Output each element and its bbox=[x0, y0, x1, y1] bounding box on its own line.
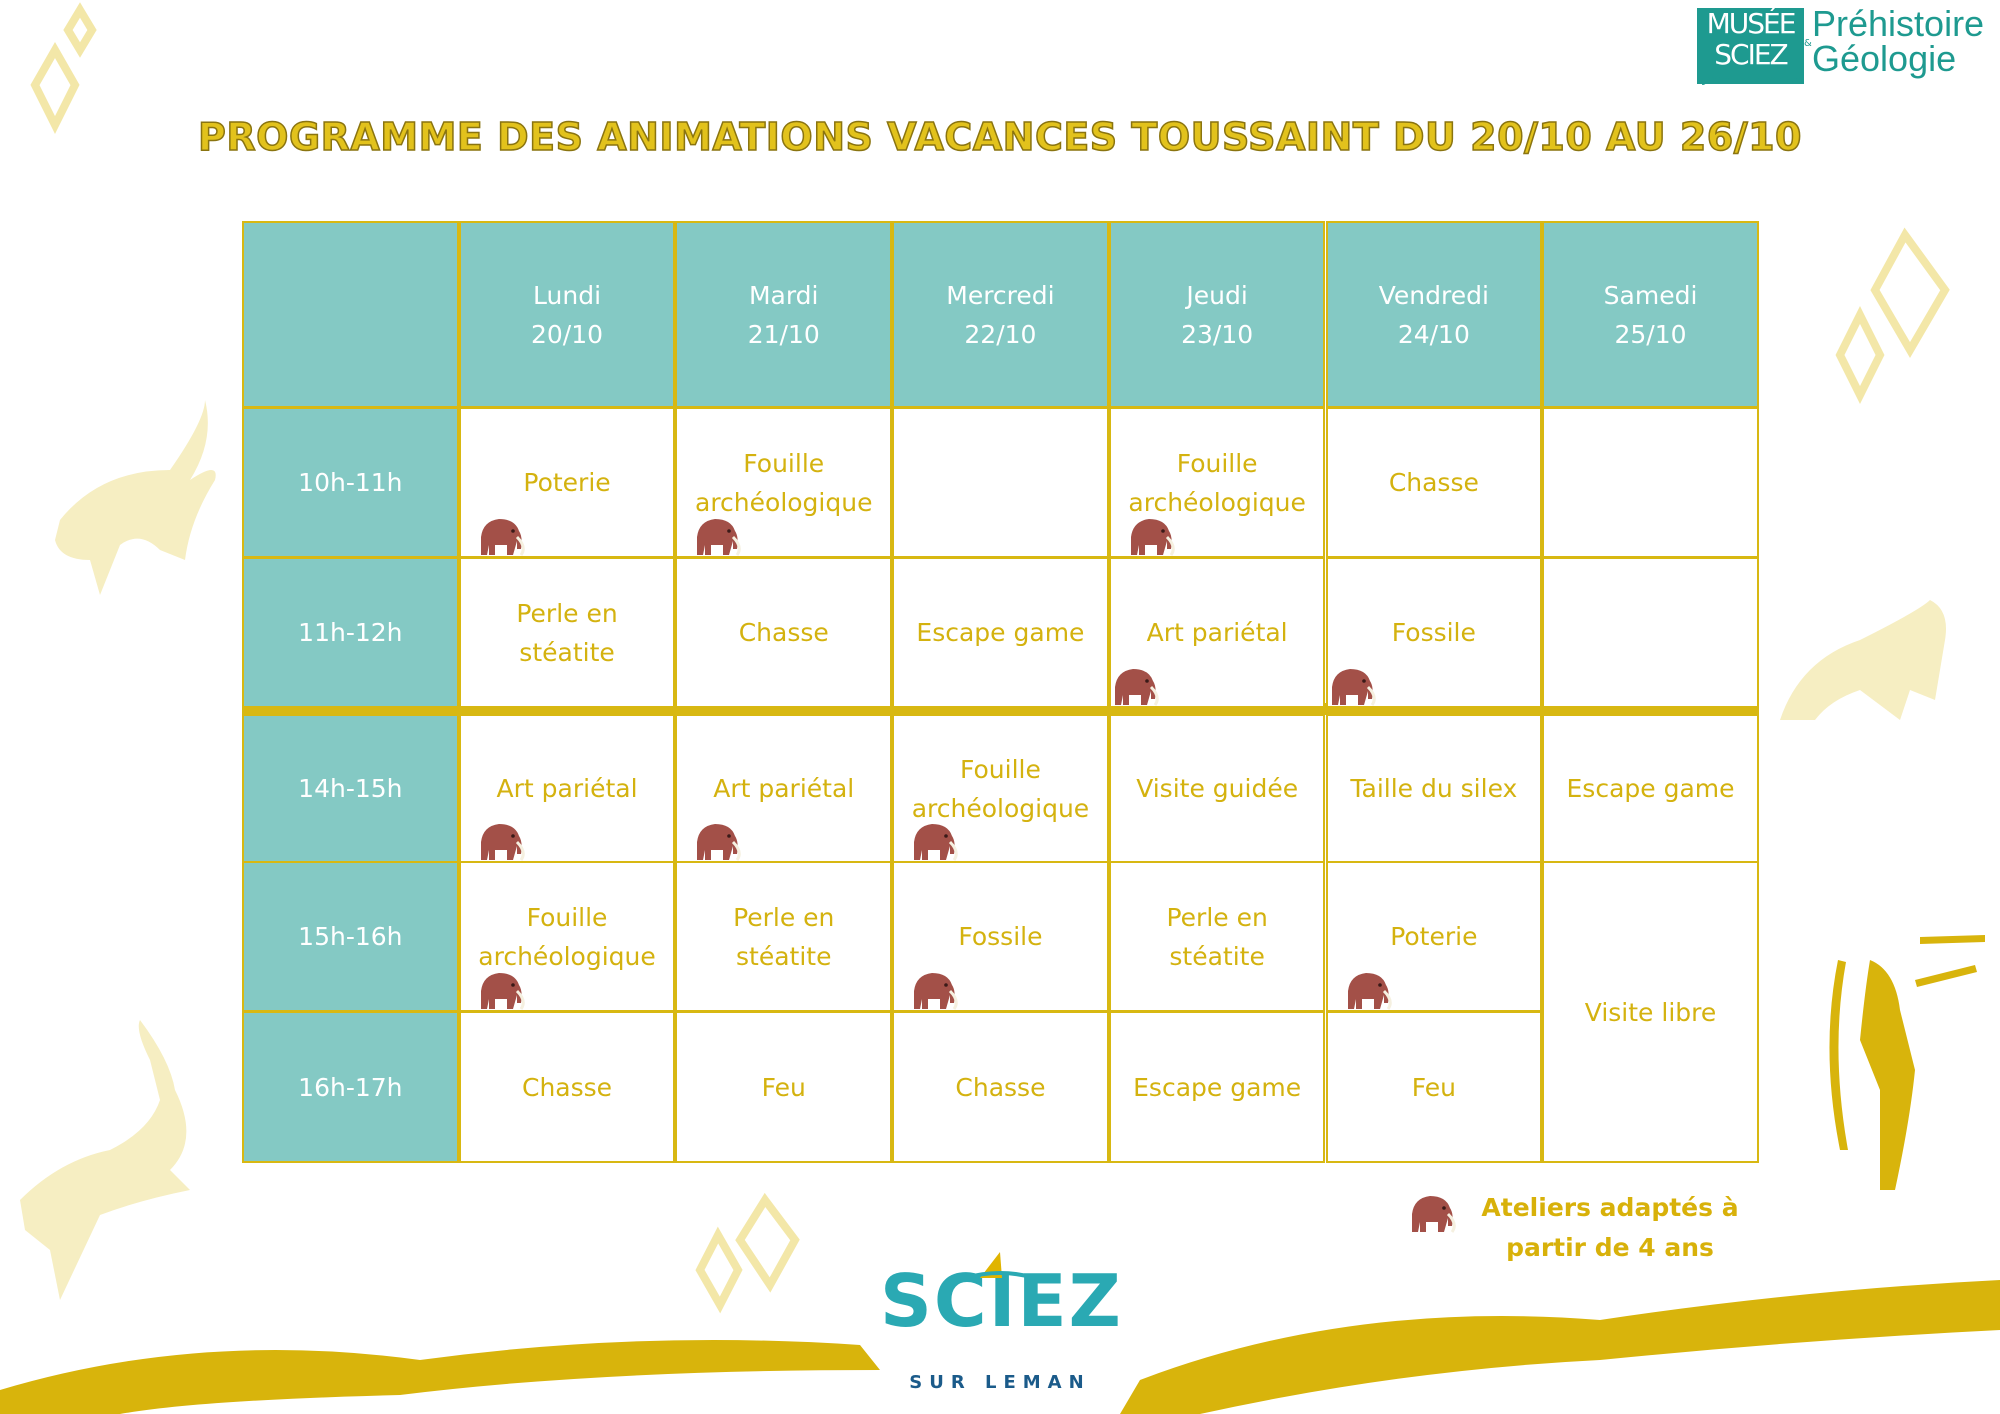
activity-cell: Chasse bbox=[458, 1011, 676, 1163]
logo-subject: Préhistoire Géologie bbox=[1812, 3, 1985, 79]
column-header: Jeudi 23/10 bbox=[1108, 221, 1326, 408]
activity-cell bbox=[892, 407, 1109, 558]
mammoth-icon bbox=[695, 822, 742, 862]
column-header: Mardi 21/10 bbox=[675, 221, 893, 408]
activity-cell: Taille du silex bbox=[1325, 714, 1543, 863]
header-day: Lundi bbox=[533, 280, 602, 310]
header-day: Mercredi bbox=[946, 280, 1055, 310]
logo-amp: & bbox=[1804, 38, 1812, 49]
time-cell: 11h-12h bbox=[242, 557, 459, 708]
column-header: Lundi 20/10 bbox=[458, 221, 676, 408]
legend-icon bbox=[1410, 1194, 1456, 1234]
mammoth-icon bbox=[479, 822, 525, 862]
museum-logo: MUSÉE SCIEZ bbox=[1697, 8, 1804, 84]
logo-line: SCIEZ bbox=[1714, 38, 1788, 71]
footer-subtitle: SUR LEMAN bbox=[909, 1372, 1091, 1393]
time-cell: 14h-15h bbox=[242, 714, 459, 863]
activity-cell: Chasse bbox=[892, 1011, 1109, 1163]
mammoth-icon bbox=[479, 971, 525, 1011]
mammoth-icon bbox=[912, 822, 958, 862]
mammoth-icon bbox=[1129, 517, 1175, 557]
activity-cell: Escape game bbox=[1542, 714, 1759, 863]
logo-line: Préhistoire bbox=[1812, 3, 1985, 44]
activity-cell: Chasse bbox=[675, 557, 893, 708]
title: PROGRAMME DES ANIMATIONS VACANCES TOUSSA… bbox=[197, 114, 1802, 160]
activity-cell: Visite libre bbox=[1542, 861, 1759, 1163]
logo-founder: Jean Hallemans bbox=[1702, 73, 1799, 86]
mammoth-icon bbox=[1113, 667, 1159, 707]
activity-cell: Feu bbox=[675, 1011, 893, 1163]
mammoth-icon bbox=[1330, 667, 1376, 707]
mammoth-icon bbox=[479, 517, 525, 557]
legend: Ateliers adaptés à partir de 4 ans bbox=[1481, 1193, 1739, 1262]
activity-cell: Chasse bbox=[1325, 407, 1543, 558]
column-header: Mercredi 22/10 bbox=[892, 221, 1109, 408]
mammoth-icon bbox=[695, 517, 742, 557]
header-day: Mardi bbox=[748, 280, 819, 310]
activity-cell: Visite guidée bbox=[1108, 714, 1326, 863]
mammoth-icon bbox=[912, 971, 958, 1011]
header-date: 23/10 bbox=[1181, 319, 1254, 349]
activity-cell: Escape game bbox=[892, 557, 1109, 708]
footer-sail bbox=[964, 1252, 1036, 1280]
activity-cell: Perle en stéatite bbox=[1108, 861, 1326, 1012]
activity-cell: Escape game bbox=[1108, 1011, 1326, 1163]
header-date: 20/10 bbox=[531, 319, 604, 349]
activity-cell bbox=[1542, 407, 1759, 558]
header-date: 24/10 bbox=[1397, 319, 1470, 349]
activity-cell: Feu bbox=[1325, 1011, 1543, 1163]
corner-cell bbox=[242, 221, 459, 408]
mammoth-icon bbox=[1346, 971, 1392, 1011]
header-day: Vendredi bbox=[1378, 280, 1489, 310]
time-cell: 16h-17h bbox=[242, 1011, 459, 1163]
activity-cell: Perle en stéatite bbox=[458, 557, 676, 708]
header-date: 25/10 bbox=[1614, 319, 1687, 349]
time-cell: 15h-16h bbox=[242, 861, 459, 1012]
column-header: Samedi 25/10 bbox=[1542, 221, 1759, 408]
activity-cell bbox=[1542, 557, 1759, 708]
time-cell: 10h-11h bbox=[242, 407, 459, 558]
activity-cell: Perle en stéatite bbox=[675, 861, 893, 1012]
logo-line: MUSÉE bbox=[1706, 7, 1797, 40]
header-date: 21/10 bbox=[747, 319, 820, 349]
header-day: Samedi bbox=[1603, 280, 1698, 310]
logo-line: Géologie bbox=[1812, 38, 1957, 79]
header-day: Jeudi bbox=[1186, 280, 1248, 310]
column-header: Vendredi 24/10 bbox=[1325, 221, 1543, 408]
header-date: 22/10 bbox=[964, 319, 1037, 349]
